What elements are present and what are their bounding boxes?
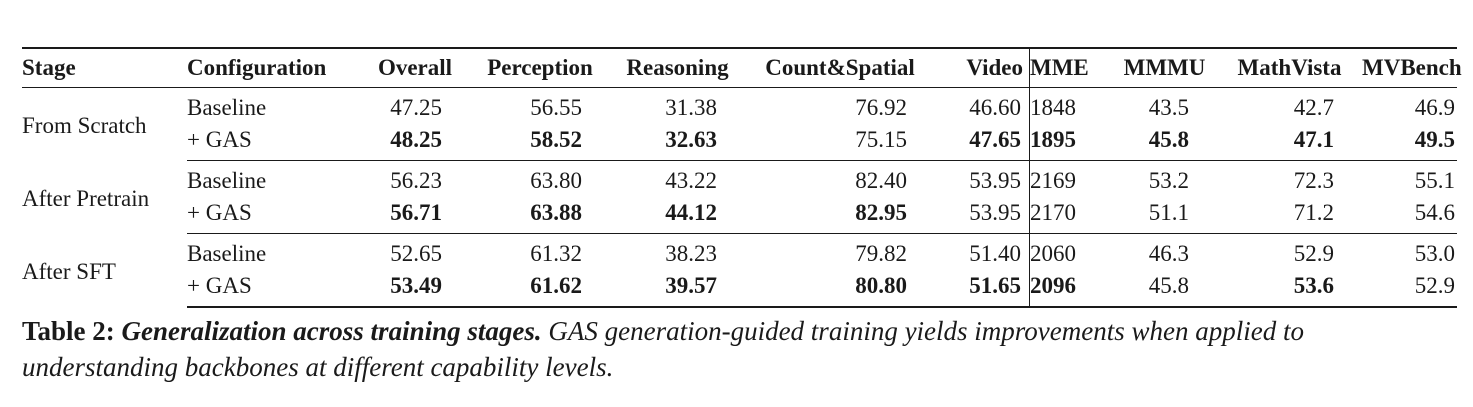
mmmu-cell: 51.1 bbox=[1112, 197, 1217, 234]
mme-cell: 2169 bbox=[1030, 168, 1076, 193]
perception-cell: 63.80 bbox=[530, 168, 582, 193]
count-spatial-cell: 79.82 bbox=[855, 241, 907, 266]
configuration-cell: + GAS bbox=[187, 197, 360, 234]
configuration-cell: + GAS bbox=[187, 124, 360, 161]
perception-cell: 61.32 bbox=[530, 241, 582, 266]
mme-cell: 2170 bbox=[1029, 197, 1112, 234]
mmmu-cell: 46.3 bbox=[1148, 241, 1189, 266]
caption-title: Generalization across training stages. bbox=[121, 316, 542, 346]
table-row: After Pretrain Baseline 56.23 63.80 43.22 82.… bbox=[22, 160, 1457, 211]
mathvista-cell: 47.1 bbox=[1217, 124, 1362, 161]
reasoning-cell: 38.23 bbox=[665, 241, 717, 266]
mathvista-cell: 52.9 bbox=[1293, 241, 1334, 266]
mvbench-cell: 55.1 bbox=[1414, 168, 1455, 193]
header-stage: Stage bbox=[22, 47, 187, 88]
count-spatial-cell: 80.80 bbox=[745, 270, 935, 308]
mme-cell: 1895 bbox=[1029, 124, 1112, 161]
table-row: + GAS 48.25 58.52 32.63 75.15 47.65 1895 45.8 47… bbox=[22, 124, 1457, 161]
results-table: Stage Configuration Overall Perception R… bbox=[22, 47, 1462, 308]
stage-cell: After SFT bbox=[22, 259, 116, 285]
video-cell: 46.60 bbox=[935, 87, 1030, 124]
mmmu-cell: 45.8 bbox=[1112, 124, 1217, 161]
video-cell: 51.40 bbox=[935, 233, 1030, 270]
header-count-spatial: Count&Spatial bbox=[745, 47, 935, 88]
overall-cell: 47.25 bbox=[390, 95, 442, 120]
overall-cell: 48.25 bbox=[360, 124, 470, 161]
header-perception: Perception bbox=[470, 47, 610, 88]
mvbench-cell: 54.6 bbox=[1362, 197, 1457, 234]
count-spatial-cell: 82.40 bbox=[855, 168, 907, 193]
mathvista-cell: 53.6 bbox=[1217, 270, 1362, 308]
mmmu-cell: 43.5 bbox=[1148, 95, 1189, 120]
perception-cell: 61.62 bbox=[470, 270, 610, 308]
mmmu-cell: 53.2 bbox=[1148, 168, 1189, 193]
mme-cell: 2060 bbox=[1030, 241, 1076, 266]
header-mme: MME bbox=[1029, 47, 1112, 88]
header-mvbench: MVBench bbox=[1362, 47, 1462, 88]
header-mathvista: MathVista bbox=[1217, 47, 1362, 88]
header-reasoning: Reasoning bbox=[610, 47, 745, 88]
header-overall: Overall bbox=[360, 47, 470, 88]
perception-cell: 56.55 bbox=[530, 95, 582, 120]
table-group: After SFT Baseline 52.65 61.32 38.23 79.82 51.… bbox=[22, 233, 1457, 308]
configuration-cell: Baseline bbox=[187, 95, 267, 120]
table-header-row: Stage Configuration Overall Perception R… bbox=[22, 47, 1462, 88]
reasoning-cell: 43.22 bbox=[665, 168, 717, 193]
mvbench-cell: 49.5 bbox=[1362, 124, 1457, 161]
reasoning-cell: 31.38 bbox=[665, 95, 717, 120]
header-video: Video bbox=[935, 47, 1030, 88]
mme-cell: 2096 bbox=[1029, 270, 1112, 308]
mvbench-cell: 52.9 bbox=[1362, 270, 1457, 308]
overall-cell: 53.49 bbox=[360, 270, 470, 308]
configuration-cell: + GAS bbox=[187, 270, 360, 308]
table-row: From Scratch Baseline 47.25 56.55 31.38 76.92… bbox=[22, 87, 1457, 138]
video-cell: 47.65 bbox=[935, 124, 1030, 161]
mmmu-cell: 45.8 bbox=[1112, 270, 1217, 308]
stage-cell: After Pretrain bbox=[22, 186, 150, 211]
mathvista-cell: 72.3 bbox=[1293, 168, 1334, 193]
reasoning-cell: 32.63 bbox=[610, 124, 745, 161]
overall-cell: 52.65 bbox=[390, 241, 442, 266]
table-group: From Scratch Baseline 47.25 56.55 31.38 76.92… bbox=[22, 87, 1457, 161]
table-row: + GAS 53.49 61.62 39.57 80.80 51.65 2096 45.8 53… bbox=[22, 270, 1457, 308]
mathvista-cell: 42.7 bbox=[1293, 95, 1334, 120]
overall-cell: 56.23 bbox=[390, 168, 442, 193]
reasoning-cell: 44.12 bbox=[610, 197, 745, 234]
reasoning-cell: 39.57 bbox=[610, 270, 745, 308]
video-cell: 53.95 bbox=[935, 197, 1030, 234]
count-spatial-cell: 75.15 bbox=[745, 124, 935, 161]
overall-cell: 56.71 bbox=[360, 197, 470, 234]
table-row: + GAS 56.71 63.88 44.12 82.95 53.95 2170 51.1 71… bbox=[22, 197, 1457, 234]
table-group: After Pretrain Baseline 56.23 63.80 43.22 82.… bbox=[22, 160, 1457, 234]
mme-cell: 1848 bbox=[1030, 95, 1076, 120]
configuration-cell: Baseline bbox=[187, 241, 267, 266]
perception-cell: 58.52 bbox=[470, 124, 610, 161]
header-mmmu: MMMU bbox=[1112, 47, 1217, 88]
configuration-cell: Baseline bbox=[187, 168, 267, 193]
mvbench-cell: 53.0 bbox=[1414, 241, 1455, 266]
count-spatial-cell: 82.95 bbox=[745, 197, 935, 234]
header-configuration: Configuration bbox=[187, 47, 360, 88]
caption-body: GAS generation-guided training yields im… bbox=[22, 316, 1304, 382]
video-cell: 53.95 bbox=[935, 160, 1030, 197]
stage-cell: From Scratch bbox=[22, 113, 147, 139]
caption-label: Table 2: bbox=[22, 316, 115, 346]
video-cell: 51.65 bbox=[935, 270, 1030, 308]
count-spatial-cell: 76.92 bbox=[855, 95, 907, 120]
table-row: After SFT Baseline 52.65 61.32 38.23 79.82 51.… bbox=[22, 233, 1457, 284]
perception-cell: 63.88 bbox=[470, 197, 610, 234]
mathvista-cell: 71.2 bbox=[1217, 197, 1362, 234]
table-caption: Table 2: Generalization across training … bbox=[22, 313, 1452, 385]
mvbench-cell: 46.9 bbox=[1414, 95, 1455, 120]
